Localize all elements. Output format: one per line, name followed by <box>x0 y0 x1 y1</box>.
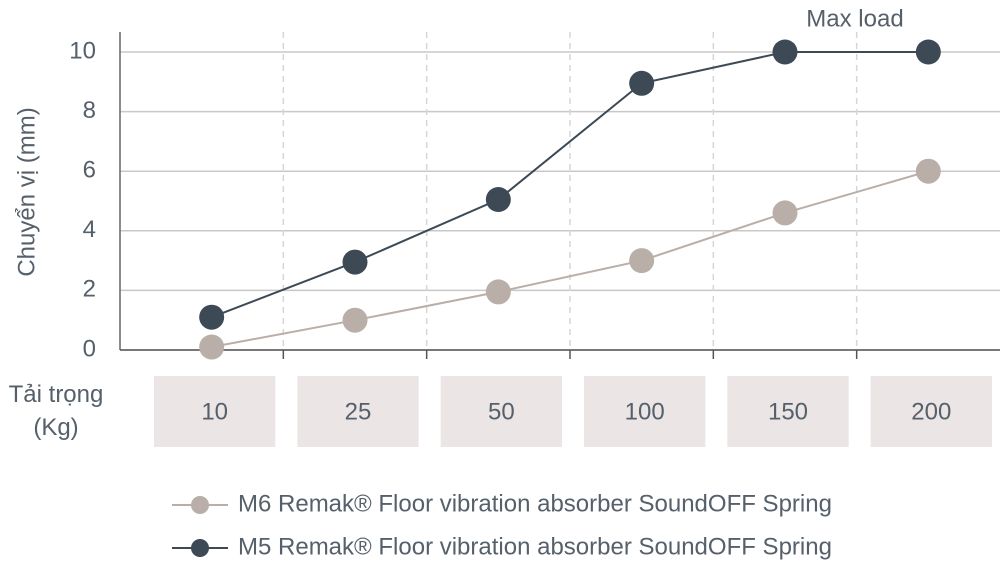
data-point <box>915 158 941 184</box>
data-point <box>915 39 941 65</box>
category-box <box>440 376 562 447</box>
x-tick-label: 25 <box>345 398 372 425</box>
legend-marker <box>191 496 209 514</box>
data-point <box>629 70 655 96</box>
y-tick-label: 4 <box>83 216 96 243</box>
category-box <box>870 376 992 447</box>
y-tick-label: 0 <box>83 335 96 362</box>
legend-label: M6 Remak® Floor vibration absorber Sound… <box>238 490 832 517</box>
series-line <box>211 51 929 319</box>
data-point <box>342 307 368 333</box>
x-tick-label: 200 <box>911 398 951 425</box>
x-tick-label: 100 <box>625 398 665 425</box>
data-point <box>772 200 798 226</box>
y-tick-label: 8 <box>83 97 96 124</box>
data-point <box>629 248 655 274</box>
x-tick-label: 50 <box>488 398 515 425</box>
y-tick-label: 2 <box>83 276 96 303</box>
y-tick-label: 10 <box>69 37 96 64</box>
data-point <box>199 304 225 330</box>
data-point <box>342 249 368 275</box>
category-box <box>297 376 419 447</box>
x-tick-label: 10 <box>201 398 228 425</box>
category-box <box>154 376 276 447</box>
x-tick-label: 150 <box>768 398 808 425</box>
legend-marker <box>191 539 209 557</box>
legend-label: M5 Remak® Floor vibration absorber Sound… <box>238 533 832 560</box>
category-box <box>584 376 706 447</box>
data-point <box>485 187 511 213</box>
series-line <box>211 170 929 349</box>
x-axis-label: Tải trọng (Kg) <box>8 381 104 441</box>
category-box <box>727 376 849 447</box>
data-point <box>772 39 798 65</box>
annotation: Max load <box>806 5 903 32</box>
y-tick-label: 6 <box>83 157 96 184</box>
data-point <box>199 334 225 360</box>
y-axis-label: Chuyển vị (mm) <box>13 107 40 276</box>
data-point <box>485 279 511 305</box>
